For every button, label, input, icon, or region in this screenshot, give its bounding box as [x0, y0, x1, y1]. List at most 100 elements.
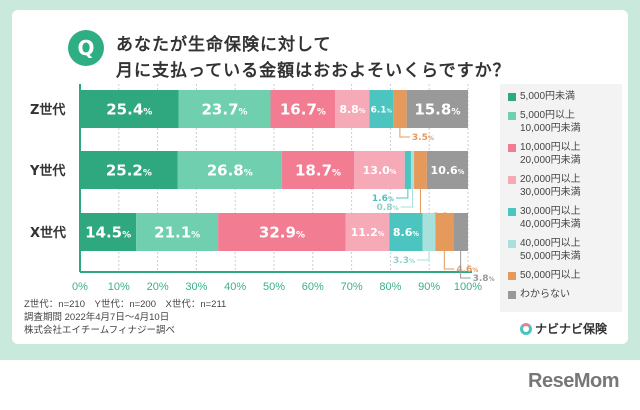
x-tick-label: 0% — [72, 281, 88, 293]
category-label: Y世代 — [29, 163, 65, 179]
category-label: Z世代 — [30, 102, 65, 118]
data-label: 15.8% — [414, 101, 460, 119]
legend-item: 20,000円以上 30,000円未満 — [508, 173, 614, 199]
callout-label: 4.6% — [456, 265, 478, 275]
bar-segment — [136, 213, 219, 251]
legend-label: わからない — [520, 289, 570, 300]
data-label: 21.1% — [154, 224, 200, 242]
bar-segment — [80, 90, 179, 128]
legend: 5,000円未満 5,000円以上 10,000円未満 10,000円以上 20,0… — [500, 84, 622, 312]
legend-label: 30,000円以上 40,000円未満 — [520, 206, 581, 230]
source-note: 株式会社エイチームフィナジー調べ — [24, 325, 175, 336]
legend-item: 10,000円以上 20,000円未満 — [508, 141, 614, 167]
bar-segment — [393, 90, 407, 128]
legend-label: 5,000円未満 — [520, 91, 576, 102]
x-tick-label: 10% — [108, 281, 130, 293]
legend-item: わからない — [508, 288, 614, 301]
legend-swatch — [508, 112, 516, 120]
bar-segment — [435, 213, 454, 251]
data-label: 6.1% — [371, 105, 393, 115]
brand-ring-icon — [520, 322, 532, 335]
x-tick-label: 70% — [341, 281, 363, 293]
data-label: 11.2% — [351, 226, 385, 239]
bar-segment — [80, 151, 178, 189]
legend-swatch — [508, 272, 516, 280]
bar-segment — [177, 151, 282, 189]
bar-segment — [354, 151, 405, 189]
bar-segment — [404, 151, 411, 189]
legend-label: 40,000円以上 50,000円未満 — [520, 238, 581, 262]
legend-item: 30,000円以上 40,000円未満 — [508, 205, 614, 231]
x-tick-label: 60% — [302, 281, 324, 293]
callout-line — [417, 251, 430, 261]
resemom-logo: ReseMom — [528, 370, 619, 392]
legend-item: 5,000円未満 — [508, 90, 614, 103]
legend-swatch — [508, 240, 516, 248]
question-line-2: 月に支払っている金額はおおよそいくらですか？ — [116, 61, 511, 81]
bar-segment — [178, 90, 271, 128]
bar-segment — [270, 90, 336, 128]
x-tick-label: 90% — [418, 281, 440, 293]
survey-period-note: 調査期間 2022年4月7日～4月10日 — [24, 312, 170, 323]
legend-swatch — [508, 291, 516, 299]
bar-segment — [414, 151, 427, 189]
callout-line — [443, 251, 455, 270]
bar-segment — [406, 90, 468, 128]
legend-swatch — [508, 93, 516, 101]
data-label: 16.7% — [280, 101, 326, 119]
data-label: 26.8% — [207, 162, 253, 180]
legend-swatch — [508, 176, 516, 184]
legend-label: 20,000円以上 30,000円未満 — [520, 174, 581, 198]
callout-label: 0.8% — [377, 203, 399, 213]
bar-segment — [218, 213, 346, 251]
callout-line — [400, 189, 414, 208]
bar-segment — [281, 151, 355, 189]
callout-label: 3.3% — [393, 256, 415, 266]
data-label: 25.4% — [106, 101, 152, 119]
question-badge: Q — [68, 30, 104, 66]
legend-swatch — [508, 208, 516, 216]
bar-segment — [422, 213, 436, 251]
x-tick-label: 20% — [147, 281, 169, 293]
legend-label: 50,000円以上 — [520, 270, 581, 281]
callout-label: 1.6% — [372, 194, 394, 204]
brand-logo: ナビナビ保険 — [520, 320, 607, 337]
bar-segment — [369, 90, 394, 128]
legend-item: 50,000円以上 — [508, 269, 614, 282]
bar-segment — [345, 213, 390, 251]
data-label: 8.8% — [339, 103, 366, 116]
legend-label: 5,000円以上 10,000円未満 — [520, 110, 581, 134]
x-tick-label: 80% — [379, 281, 401, 293]
bar-segment — [335, 90, 370, 128]
callout-label: 3.8% — [473, 274, 495, 284]
bar-segment — [410, 151, 415, 189]
bar-segment — [389, 213, 423, 251]
data-label: 10.6% — [431, 164, 465, 177]
x-tick-label: 30% — [185, 281, 207, 293]
brand-name: ナビナビ保険 — [535, 322, 608, 336]
data-label: 13.0% — [363, 164, 397, 177]
callout-label: 3.5% — [412, 133, 434, 143]
x-tick-label: 40% — [224, 281, 246, 293]
callout-line — [399, 128, 410, 138]
data-label: 8.6% — [393, 226, 420, 239]
sample-size-note: Z世代：n=210 Y世代：n=200 X世代：n=211 — [24, 299, 227, 310]
legend-swatch — [508, 144, 516, 152]
bar-segment — [453, 213, 468, 251]
callout-line — [460, 251, 471, 279]
category-label: X世代 — [30, 225, 66, 241]
data-label: 18.7% — [295, 162, 341, 180]
x-tick-label: 50% — [263, 281, 285, 293]
data-label: 23.7% — [202, 101, 248, 119]
callout-line — [395, 189, 409, 199]
bar-segment — [426, 151, 468, 189]
data-label: 32.9% — [259, 224, 305, 242]
data-label: 25.2% — [106, 162, 152, 180]
legend-label: 10,000円以上 20,000円未満 — [520, 142, 581, 166]
data-label: 14.5% — [85, 224, 131, 242]
question-line-1: あなたが生命保険に対して — [116, 35, 332, 55]
legend-item: 40,000円以上 50,000円未満 — [508, 237, 614, 263]
bar-segment — [80, 213, 137, 251]
legend-item: 5,000円以上 10,000円未満 — [508, 109, 614, 135]
